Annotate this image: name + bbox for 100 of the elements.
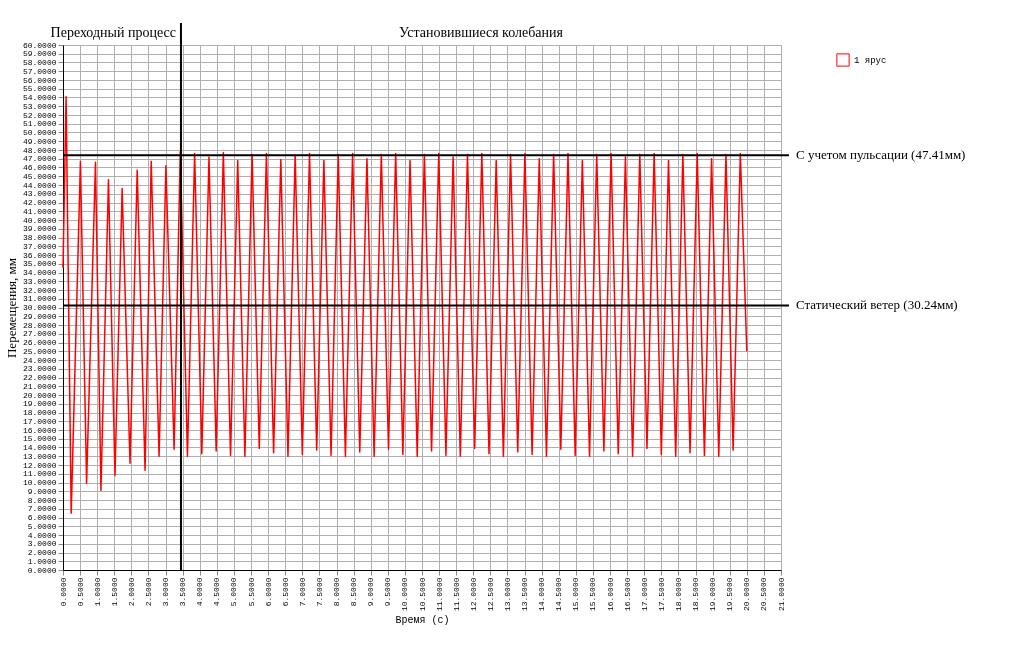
y-tick-label: 43.0000 — [22, 189, 57, 199]
x-tick-label: 8.5000 — [349, 577, 359, 607]
y-tick-label: 2.0000 — [27, 548, 57, 557]
y-tick-label: 20.0000 — [22, 390, 57, 400]
y-tick-label: 60.0000 — [22, 40, 57, 50]
y-tick-label: 8.0000 — [27, 495, 57, 505]
y-tick-label: 38.0000 — [22, 233, 57, 242]
x-tick-label: 20.5000 — [759, 577, 769, 612]
x-tick-label: 3.5000 — [178, 577, 188, 607]
y-tick-label: 11.0000 — [22, 469, 57, 479]
y-tick-label: 15.0000 — [22, 434, 57, 444]
y-tick-label: 36.0000 — [22, 250, 57, 260]
y-tick-label: 1.0000 — [27, 556, 57, 566]
x-tick-label: 5.0000 — [229, 577, 239, 607]
x-tick-label: 5.5000 — [246, 577, 256, 607]
y-tick-label: 25.0000 — [22, 346, 57, 356]
x-tick-label: 1.5000 — [109, 577, 119, 607]
y-tick-label: 21.0000 — [22, 381, 57, 391]
x-tick-label: 10.0000 — [400, 577, 410, 612]
ref-line-label: С учетом пульсации (47.41мм) — [796, 147, 966, 163]
y-tick-label: 59.0000 — [22, 49, 57, 59]
y-tick-label: 18.0000 — [22, 408, 57, 417]
y-tick-label: 49.0000 — [22, 136, 57, 146]
y-tick-label: 14.0000 — [22, 443, 57, 452]
y-tick-label: 42.0000 — [22, 198, 57, 207]
y-tick-label: 54.0000 — [22, 93, 57, 102]
y-tick-label: 47.0000 — [22, 154, 57, 164]
x-tick-label: 11.0000 — [434, 577, 444, 612]
y-tick-label: 5.0000 — [27, 521, 57, 531]
y-tick-label: 30.0000 — [22, 303, 57, 312]
x-tick-label: 4.0000 — [195, 577, 205, 607]
x-tick-label: 0.5000 — [75, 577, 85, 607]
y-tick-label: 37.0000 — [22, 241, 57, 251]
y-tick-label: 31.0000 — [22, 294, 57, 304]
x-tick-label: 19.5000 — [725, 577, 735, 612]
ref-line-label: Статический ветер (30.24мм) — [796, 297, 958, 313]
y-tick-label: 24.0000 — [22, 355, 57, 365]
y-tick-label: 0.0000 — [27, 565, 57, 575]
y-tick-label: 19.0000 — [22, 399, 57, 409]
x-tick-label: 21.0000 — [776, 577, 786, 612]
y-tick-label: 3.0000 — [27, 539, 57, 549]
y-tick-label: 6.0000 — [27, 513, 57, 522]
y-tick-label: 39.0000 — [22, 224, 57, 234]
x-tick-label: 8.0000 — [332, 577, 342, 607]
x-tick-label: 1.0000 — [92, 577, 102, 607]
y-axis-title: Перемещения, мм — [3, 257, 19, 359]
y-tick-label: 56.0000 — [22, 75, 57, 85]
x-tick-label: 13.0000 — [502, 577, 512, 612]
x-tick-label: 14.0000 — [537, 577, 547, 612]
line-series — [62, 95, 748, 514]
y-tick-label: 26.0000 — [22, 338, 57, 347]
x-tick-label: 6.0000 — [263, 577, 273, 607]
x-tick-label: 15.0000 — [571, 577, 581, 612]
y-tick-label: 28.0000 — [22, 320, 57, 330]
legend-label: 1 ярус — [854, 56, 887, 66]
x-tick-label: 17.5000 — [656, 577, 666, 612]
x-tick-label: 11.5000 — [451, 577, 461, 612]
x-tick-label: 16.5000 — [622, 577, 632, 612]
y-tick-label: 17.0000 — [22, 416, 57, 426]
y-tick-label: 53.0000 — [22, 101, 57, 111]
y-tick-label: 58.0000 — [22, 58, 57, 67]
x-tick-label: 4.5000 — [212, 577, 222, 607]
y-tick-label: 22.0000 — [22, 373, 57, 382]
x-tick-label: 10.5000 — [417, 577, 427, 612]
y-tick-label: 41.0000 — [22, 206, 57, 216]
y-tick-label: 32.0000 — [22, 285, 57, 295]
y-tick-label: 33.0000 — [22, 276, 57, 286]
x-tick-label: 18.5000 — [691, 577, 701, 612]
y-tick-label: 10.0000 — [22, 478, 57, 487]
x-tick-label: 15.5000 — [588, 577, 598, 612]
x-tick-label: 14.5000 — [554, 577, 564, 612]
y-tick-label: 27.0000 — [22, 329, 57, 339]
y-tick-label: 7.0000 — [27, 504, 57, 514]
y-tick-label: 50.0000 — [22, 128, 57, 137]
text: Переходный процесс — [50, 25, 176, 40]
x-tick-label: 20.0000 — [742, 577, 752, 612]
y-tick-label: 45.0000 — [22, 171, 57, 181]
x-tick-label: 9.0000 — [366, 577, 376, 607]
x-tick-label: 3.0000 — [161, 577, 171, 607]
x-tick-label: 18.0000 — [673, 577, 683, 612]
x-tick-label: 17.0000 — [639, 577, 649, 612]
x-tick-label: 13.5000 — [520, 577, 530, 612]
y-tick-label: 9.0000 — [27, 486, 57, 496]
y-tick-label: 34.0000 — [22, 268, 57, 277]
x-axis-title: Время (с) — [395, 615, 450, 627]
y-tick-label: 57.0000 — [22, 66, 57, 76]
y-tick-label: 46.0000 — [22, 163, 57, 172]
y-tick-label: 23.0000 — [22, 364, 57, 374]
x-tick-label: 7.0000 — [297, 577, 307, 607]
y-tick-label: 44.0000 — [22, 180, 57, 190]
x-tick-label: 2.5000 — [143, 577, 153, 607]
x-tick-label: 16.0000 — [605, 577, 615, 612]
x-tick-label: 7.5000 — [314, 577, 324, 607]
x-tick-label: 6.5000 — [280, 577, 290, 607]
y-tick-label: 13.0000 — [22, 451, 57, 461]
y-tick-label: 35.0000 — [22, 259, 57, 269]
y-tick-label: 40.0000 — [22, 215, 57, 225]
y-tick-label: 29.0000 — [22, 311, 57, 321]
y-tick-label: 55.0000 — [22, 84, 57, 94]
y-tick-label: 4.0000 — [27, 530, 57, 540]
